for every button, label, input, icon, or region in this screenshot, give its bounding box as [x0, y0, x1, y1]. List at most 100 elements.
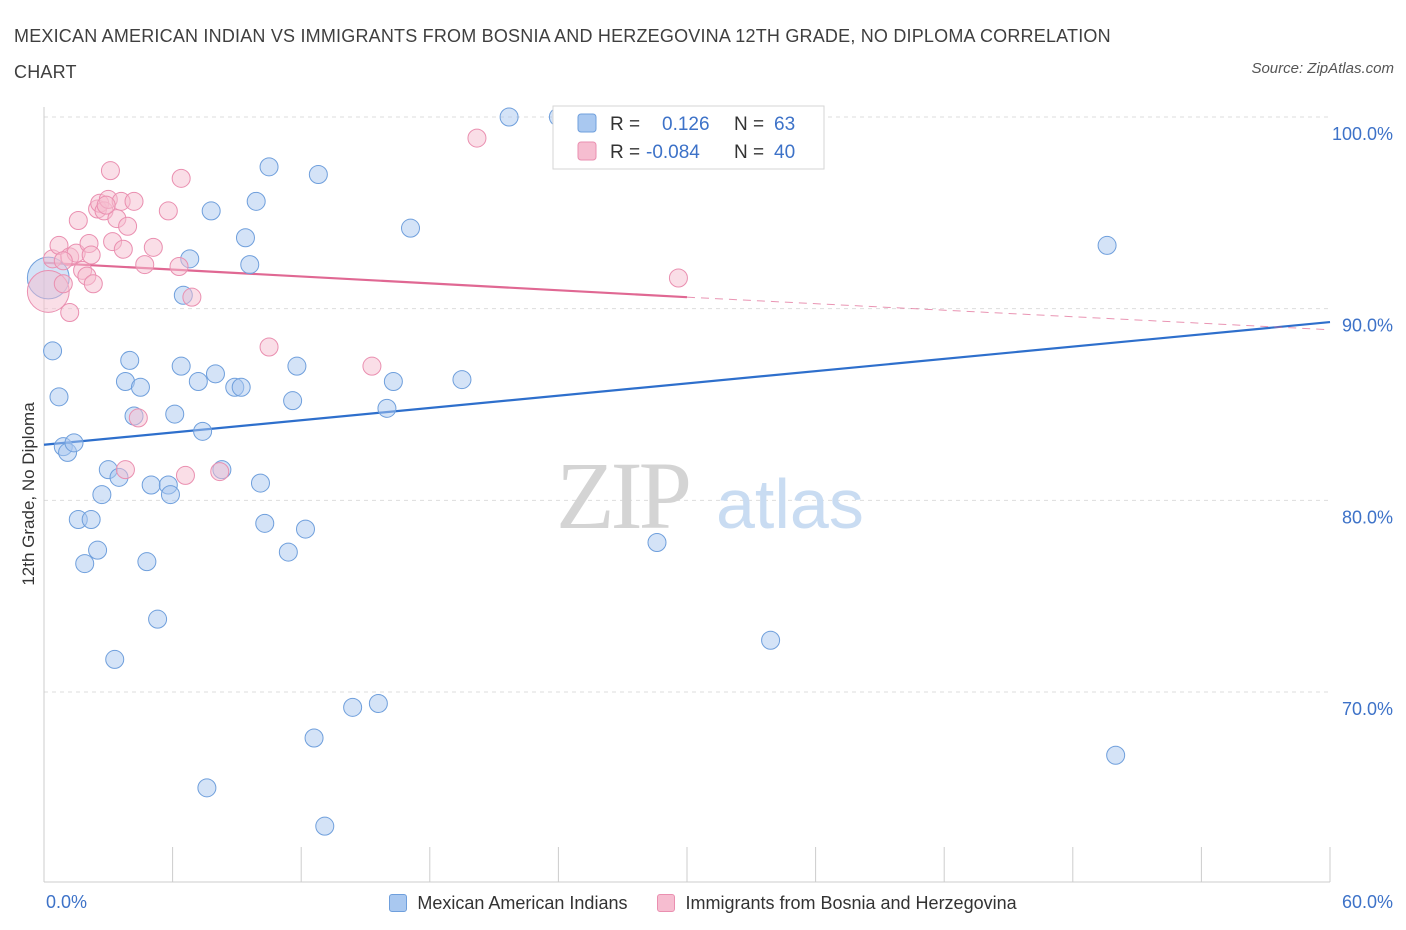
point-blue-37 [246, 191, 266, 211]
y-tick-label-100: 100.0% [1332, 124, 1393, 144]
point-blue-17 [130, 377, 150, 397]
point-blue-12 [105, 649, 125, 669]
legend-r-label-pink: R = [610, 142, 640, 163]
point-blue-50 [377, 398, 397, 418]
point-blue-35 [235, 228, 255, 248]
point-pink-30 [171, 168, 191, 188]
point-blue-41 [278, 542, 298, 562]
legend-swatch-mexican-american-indians [389, 894, 408, 912]
point-blue-29 [197, 778, 217, 798]
point-blue-31 [205, 364, 225, 384]
point-blue-42 [283, 391, 303, 411]
stats-legend: R = 0.126 N = 63 R = -0.084 N = 40 [552, 105, 825, 170]
point-blue-19 [141, 475, 161, 495]
point-blue-15 [120, 350, 140, 370]
watermark: ZIP atlas [556, 442, 864, 549]
point-blue-51 [383, 372, 403, 391]
watermark-zip: ZIP [556, 442, 689, 549]
point-pink-27 [143, 237, 163, 257]
point-pink-29 [169, 257, 189, 276]
point-pink-34 [259, 337, 279, 357]
point-blue-23 [165, 404, 185, 424]
point-pink-21 [113, 239, 133, 259]
legend-swatch-pink [577, 141, 597, 161]
x-tick-label-60: 60.0% [1342, 892, 1393, 912]
point-pink-37 [668, 268, 688, 288]
point-blue-39 [255, 513, 275, 533]
point-pink-3 [53, 274, 73, 294]
point-blue-48 [343, 697, 363, 717]
tick-labels: 100.0% 90.0% 80.0% 70.0% 0.0% 60.0% [46, 124, 1393, 912]
point-blue-34 [231, 377, 251, 397]
point-blue-27 [188, 372, 208, 391]
trend-line-blue [43, 320, 1331, 446]
point-pink-36 [467, 128, 487, 148]
point-blue-53 [452, 370, 472, 390]
point-pink-17 [100, 161, 120, 181]
point-pink-31 [175, 465, 195, 485]
point-pink-7 [68, 211, 88, 230]
point-blue-24 [171, 356, 191, 376]
trend-lines [43, 261, 1331, 446]
point-blue-20 [148, 609, 168, 629]
legend-label-bosnia-herzegovina: Immigrants from Bosnia and Herzegovina [685, 892, 1017, 913]
trend-line-dashed-pink [686, 296, 1331, 331]
point-blue-1 [43, 341, 63, 361]
point-blue-2 [49, 387, 69, 407]
point-pink-32 [182, 287, 202, 307]
point-blue-46 [308, 165, 328, 184]
legend-n-value-blue: 63 [774, 114, 795, 135]
point-pink-11 [81, 245, 101, 265]
point-blue-9 [88, 540, 108, 560]
axes [43, 107, 1331, 883]
legend-n-label-pink: N = [734, 142, 764, 163]
data-points [26, 107, 1126, 836]
point-pink-33 [210, 462, 230, 482]
legend-r-label-blue: R = [610, 114, 640, 135]
legend-swatch-blue [577, 113, 597, 133]
point-blue-38 [250, 473, 270, 493]
x-tick-label-0: 0.0% [46, 892, 87, 912]
point-blue-45 [304, 728, 324, 748]
point-blue-43 [287, 356, 307, 376]
y-tick-label-80: 80.0% [1342, 507, 1393, 527]
point-blue-44 [295, 519, 315, 539]
point-blue-18 [137, 552, 157, 572]
legend-r-value-pink: -0.084 [646, 142, 700, 163]
point-blue-49 [368, 694, 388, 713]
point-blue-61 [1106, 745, 1126, 765]
point-pink-28 [158, 201, 178, 221]
legend-label-mexican-american-indians: Mexican American Indians [417, 892, 628, 913]
legend-n-label-blue: N = [734, 114, 764, 135]
point-blue-47 [315, 816, 335, 836]
point-blue-5 [64, 433, 84, 453]
point-blue-52 [401, 218, 421, 238]
point-blue-60 [1097, 235, 1117, 255]
legend-item-mexican-american-indians: Mexican American Indians [389, 893, 627, 914]
point-blue-7 [75, 554, 95, 574]
gridlines [44, 116, 1330, 693]
point-blue-54 [499, 107, 519, 127]
watermark-atlas: atlas [716, 465, 864, 543]
point-pink-35 [362, 356, 382, 376]
y-tick-label-90: 90.0% [1342, 316, 1393, 336]
series-legend: Mexican American Indians Immigrants from… [0, 888, 1406, 918]
point-pink-23 [118, 216, 138, 236]
point-pink-12 [83, 274, 103, 294]
point-pink-5 [60, 303, 80, 322]
legend-swatch-bosnia-herzegovina [657, 894, 676, 912]
point-blue-40 [259, 157, 279, 177]
point-pink-22 [115, 460, 135, 480]
legend-item-bosnia-herzegovina: Immigrants from Bosnia and Herzegovina [657, 892, 1017, 914]
point-blue-30 [201, 201, 221, 221]
point-pink-38 [53, 251, 73, 271]
point-blue-22 [160, 485, 180, 505]
point-pink-24 [124, 191, 144, 211]
point-pink-25 [128, 408, 148, 428]
source-label: Source: ZipAtlas.com [1251, 60, 1394, 77]
point-blue-28 [193, 421, 213, 441]
point-blue-8 [81, 510, 101, 529]
point-blue-57 [647, 533, 667, 552]
chart-title: MEXICAN AMERICAN INDIAN VS IMMIGRANTS FR… [14, 26, 1111, 82]
